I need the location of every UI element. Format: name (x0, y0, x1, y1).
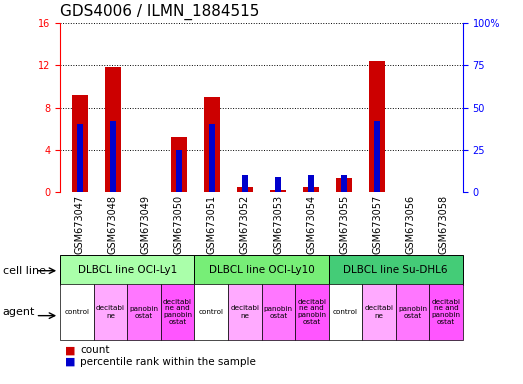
Text: decitabi
ne and
panobin
ostat: decitabi ne and panobin ostat (163, 298, 192, 326)
Bar (295, 284, 328, 340)
Text: panobin
ostat: panobin ostat (398, 306, 427, 318)
Bar (195, 284, 228, 340)
Bar (429, 284, 463, 340)
Bar (362, 284, 396, 340)
Text: decitabi
ne: decitabi ne (230, 306, 259, 318)
Text: DLBCL line OCI-Ly1: DLBCL line OCI-Ly1 (77, 265, 177, 275)
Bar (110, 121, 116, 192)
Text: DLBCL line OCI-Ly10: DLBCL line OCI-Ly10 (209, 265, 314, 275)
Text: GSM673058: GSM673058 (438, 195, 448, 254)
Text: control: control (199, 309, 224, 315)
Text: GSM673051: GSM673051 (207, 195, 217, 254)
Bar (275, 177, 281, 192)
Bar (328, 255, 463, 285)
Bar (60, 284, 94, 340)
Bar (204, 97, 220, 192)
Text: panobin
ostat: panobin ostat (130, 306, 158, 318)
Text: control: control (333, 309, 358, 315)
Text: control: control (64, 309, 89, 315)
Text: count: count (80, 345, 109, 355)
Text: ■: ■ (65, 357, 76, 367)
Text: decitabi
ne: decitabi ne (96, 306, 125, 318)
Text: GDS4006 / ILMN_1884515: GDS4006 / ILMN_1884515 (60, 4, 259, 20)
Bar (270, 190, 286, 192)
Text: decitabi
ne and
panobin
ostat: decitabi ne and panobin ostat (431, 298, 461, 326)
Bar (72, 95, 88, 192)
Bar (242, 175, 248, 192)
Bar (170, 137, 187, 192)
Bar (228, 284, 262, 340)
Text: GSM673057: GSM673057 (372, 195, 382, 255)
Text: GSM673050: GSM673050 (174, 195, 184, 254)
Bar (161, 284, 195, 340)
Text: cell line: cell line (3, 266, 46, 276)
Text: GSM673055: GSM673055 (339, 195, 349, 255)
Bar (396, 284, 429, 340)
Bar (77, 124, 83, 192)
Bar (237, 187, 253, 192)
Text: GSM673047: GSM673047 (75, 195, 85, 254)
Text: decitabi
ne: decitabi ne (365, 306, 393, 318)
Bar (369, 61, 385, 192)
Bar (262, 284, 295, 340)
Bar (341, 175, 347, 192)
Text: GSM673054: GSM673054 (306, 195, 316, 254)
Bar (94, 284, 127, 340)
Bar (336, 178, 353, 192)
Text: percentile rank within the sample: percentile rank within the sample (80, 357, 256, 367)
Bar (176, 150, 182, 192)
Text: GSM673053: GSM673053 (273, 195, 283, 254)
Text: DLBCL line Su-DHL6: DLBCL line Su-DHL6 (344, 265, 448, 275)
Bar (328, 284, 362, 340)
Bar (374, 121, 380, 192)
Text: GSM673049: GSM673049 (141, 195, 151, 254)
Text: panobin
ostat: panobin ostat (264, 306, 293, 318)
Bar (308, 175, 314, 192)
Text: decitabi
ne and
panobin
ostat: decitabi ne and panobin ostat (298, 298, 326, 326)
Bar (303, 187, 319, 192)
Bar (60, 255, 195, 285)
Text: GSM673052: GSM673052 (240, 195, 250, 255)
Bar (209, 124, 215, 192)
Text: GSM673048: GSM673048 (108, 195, 118, 254)
Text: ■: ■ (65, 345, 76, 355)
Text: GSM673056: GSM673056 (405, 195, 415, 254)
Bar (195, 255, 328, 285)
Text: agent: agent (3, 307, 35, 317)
Bar (127, 284, 161, 340)
Bar (105, 68, 121, 192)
